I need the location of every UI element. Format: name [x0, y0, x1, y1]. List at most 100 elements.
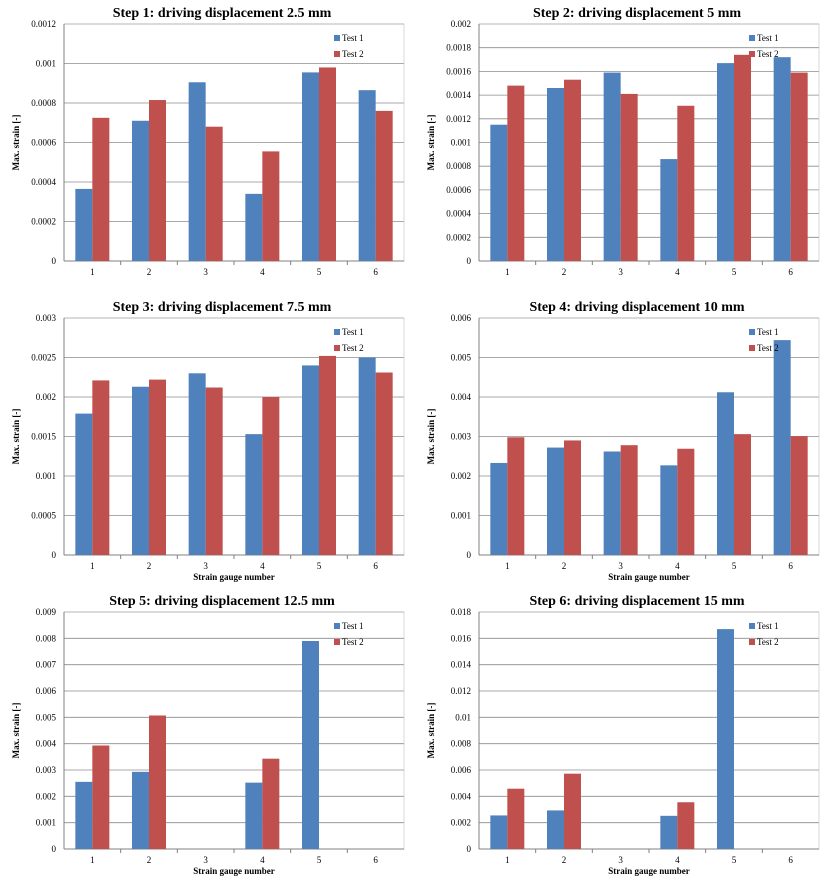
y-tick-label: 0.004	[451, 791, 472, 801]
y-tick-label: 0.0004	[446, 209, 471, 219]
legend-label-1: Test 1	[757, 621, 779, 631]
y-tick-label: 0.0025	[31, 353, 56, 363]
bar-test-2-gauge-6	[790, 72, 808, 262]
bar-test-2-gauge-2	[149, 715, 166, 849]
x-tick-label: 4	[260, 561, 265, 571]
chart-title: Step 2: driving displacement 5 mm	[533, 6, 741, 21]
plot-area	[63, 611, 405, 850]
bar-test-2-gauge-5	[734, 54, 751, 262]
y-tick-label: 0.003	[36, 765, 57, 775]
x-tick-label: 1	[505, 855, 510, 865]
bar-chart-step-6: Step 6: driving displacement 15 mm 0 0.002…	[426, 594, 820, 876]
x-tick-label: 2	[562, 561, 567, 571]
y-tick-label: 0.001	[451, 138, 471, 148]
x-tick-label: 5	[732, 561, 737, 571]
bar-test-2-gauge-2	[564, 773, 581, 849]
bar-test-1-gauge-5	[717, 629, 734, 849]
legend-swatch-2	[334, 639, 340, 645]
legend-swatch-1	[749, 329, 755, 335]
bar-test-2-gauge-3	[205, 126, 223, 261]
x-tick-label: 5	[317, 267, 322, 277]
bar-test-2-gauge-1	[507, 85, 525, 262]
bar-test-2-gauge-4	[262, 151, 280, 261]
bar-test-2-gauge-1	[92, 117, 110, 261]
x-axis-label: Strain gauge number	[193, 572, 275, 582]
legend-swatch-1	[749, 623, 755, 629]
y-tick-label: 0.0008	[446, 161, 471, 171]
legend-label-1: Test 1	[342, 621, 364, 631]
x-tick-label: 6	[788, 855, 793, 865]
x-tick-label: 4	[675, 855, 680, 865]
x-tick-label: 4	[260, 855, 265, 865]
y-axis-label: Max. strain [-]	[11, 409, 21, 465]
y-tick-label: 0.004	[36, 739, 57, 749]
legend-label-2: Test 2	[757, 49, 779, 59]
y-tick-label: 0.002	[36, 791, 56, 801]
y-tick-label: 0.012	[451, 686, 471, 696]
x-tick-label: 3	[203, 855, 208, 865]
y-tick-label: 0.003	[451, 432, 472, 442]
bar-test-1-gauge-1	[75, 413, 93, 555]
y-tick-label: 0	[52, 256, 57, 266]
bar-test-2-gauge-1	[507, 788, 525, 849]
bar-test-2-gauge-4	[262, 397, 280, 555]
bar-chart-step-2: Step 2: driving displacement 5 mm 0 0.0002…	[426, 6, 820, 277]
bar-test-1-gauge-6	[358, 90, 376, 261]
bar-test-1-gauge-5	[302, 365, 319, 555]
y-tick-label: 0.004	[451, 392, 472, 402]
y-tick-label: 0.0014	[446, 90, 471, 100]
y-tick-label: 0.002	[451, 471, 471, 481]
x-axis-label: Strain gauge number	[608, 572, 690, 582]
bar-test-2-gauge-4	[677, 802, 695, 849]
x-tick-label: 6	[373, 855, 378, 865]
x-tick-label: 5	[317, 561, 322, 571]
y-tick-label: 0.018	[451, 607, 472, 617]
bar-test-2-gauge-4	[262, 758, 280, 849]
y-tick-label: 0.0002	[31, 217, 56, 227]
legend-label-1: Test 1	[757, 33, 779, 43]
y-tick-label: 0.006	[451, 313, 472, 323]
bar-test-2-gauge-5	[319, 355, 336, 555]
y-tick-label: 0	[52, 550, 57, 560]
y-tick-label: 0.01	[455, 712, 471, 722]
legend-swatch-1	[334, 623, 340, 629]
y-tick-label: 0.002	[451, 818, 471, 828]
x-tick-label: 1	[505, 561, 510, 571]
bar-test-2-gauge-6	[375, 372, 393, 555]
bar-test-1-gauge-4	[660, 815, 678, 849]
x-tick-label: 5	[732, 855, 737, 865]
bar-test-1-gauge-2	[547, 810, 564, 849]
legend-label-1: Test 1	[757, 327, 779, 337]
y-tick-label: 0.003	[36, 313, 57, 323]
bar-test-1-gauge-3	[188, 373, 206, 555]
bar-test-2-gauge-5	[734, 434, 751, 555]
bar-test-2-gauge-2	[149, 379, 166, 555]
bar-test-1-gauge-1	[75, 781, 93, 849]
x-tick-label: 1	[90, 267, 95, 277]
x-tick-label: 3	[203, 267, 208, 277]
bar-test-1-gauge-3	[603, 451, 621, 555]
y-axis-label: Max. strain [-]	[426, 409, 436, 465]
bar-test-1-gauge-1	[490, 462, 508, 555]
x-tick-label: 1	[90, 855, 95, 865]
bar-chart-step-1: Step 1: driving displacement 2.5 mm 0 0.00…	[11, 6, 405, 277]
x-tick-label: 6	[373, 561, 378, 571]
legend-label-1: Test 1	[342, 33, 364, 43]
y-tick-label: 0.0015	[31, 432, 56, 442]
bar-test-1-gauge-4	[245, 193, 263, 261]
y-tick-label: 0.0008	[31, 98, 56, 108]
chart-title: Step 6: driving displacement 15 mm	[529, 594, 744, 609]
bar-test-1-gauge-2	[132, 771, 149, 849]
x-tick-label: 2	[147, 561, 152, 571]
bar-test-2-gauge-4	[677, 448, 695, 555]
bar-test-1-gauge-4	[245, 782, 263, 849]
chart-title: Step 4: driving displacement 10 mm	[529, 300, 744, 315]
legend-swatch-2	[749, 639, 755, 645]
y-tick-label: 0.0012	[446, 114, 471, 124]
bar-test-2-gauge-1	[92, 380, 110, 555]
y-tick-label: 0.0016	[446, 66, 471, 76]
bar-test-2-gauge-3	[620, 93, 638, 261]
y-axis-label: Max. strain [-]	[426, 115, 436, 171]
x-tick-label: 3	[618, 267, 623, 277]
bar-test-2-gauge-4	[677, 105, 695, 261]
